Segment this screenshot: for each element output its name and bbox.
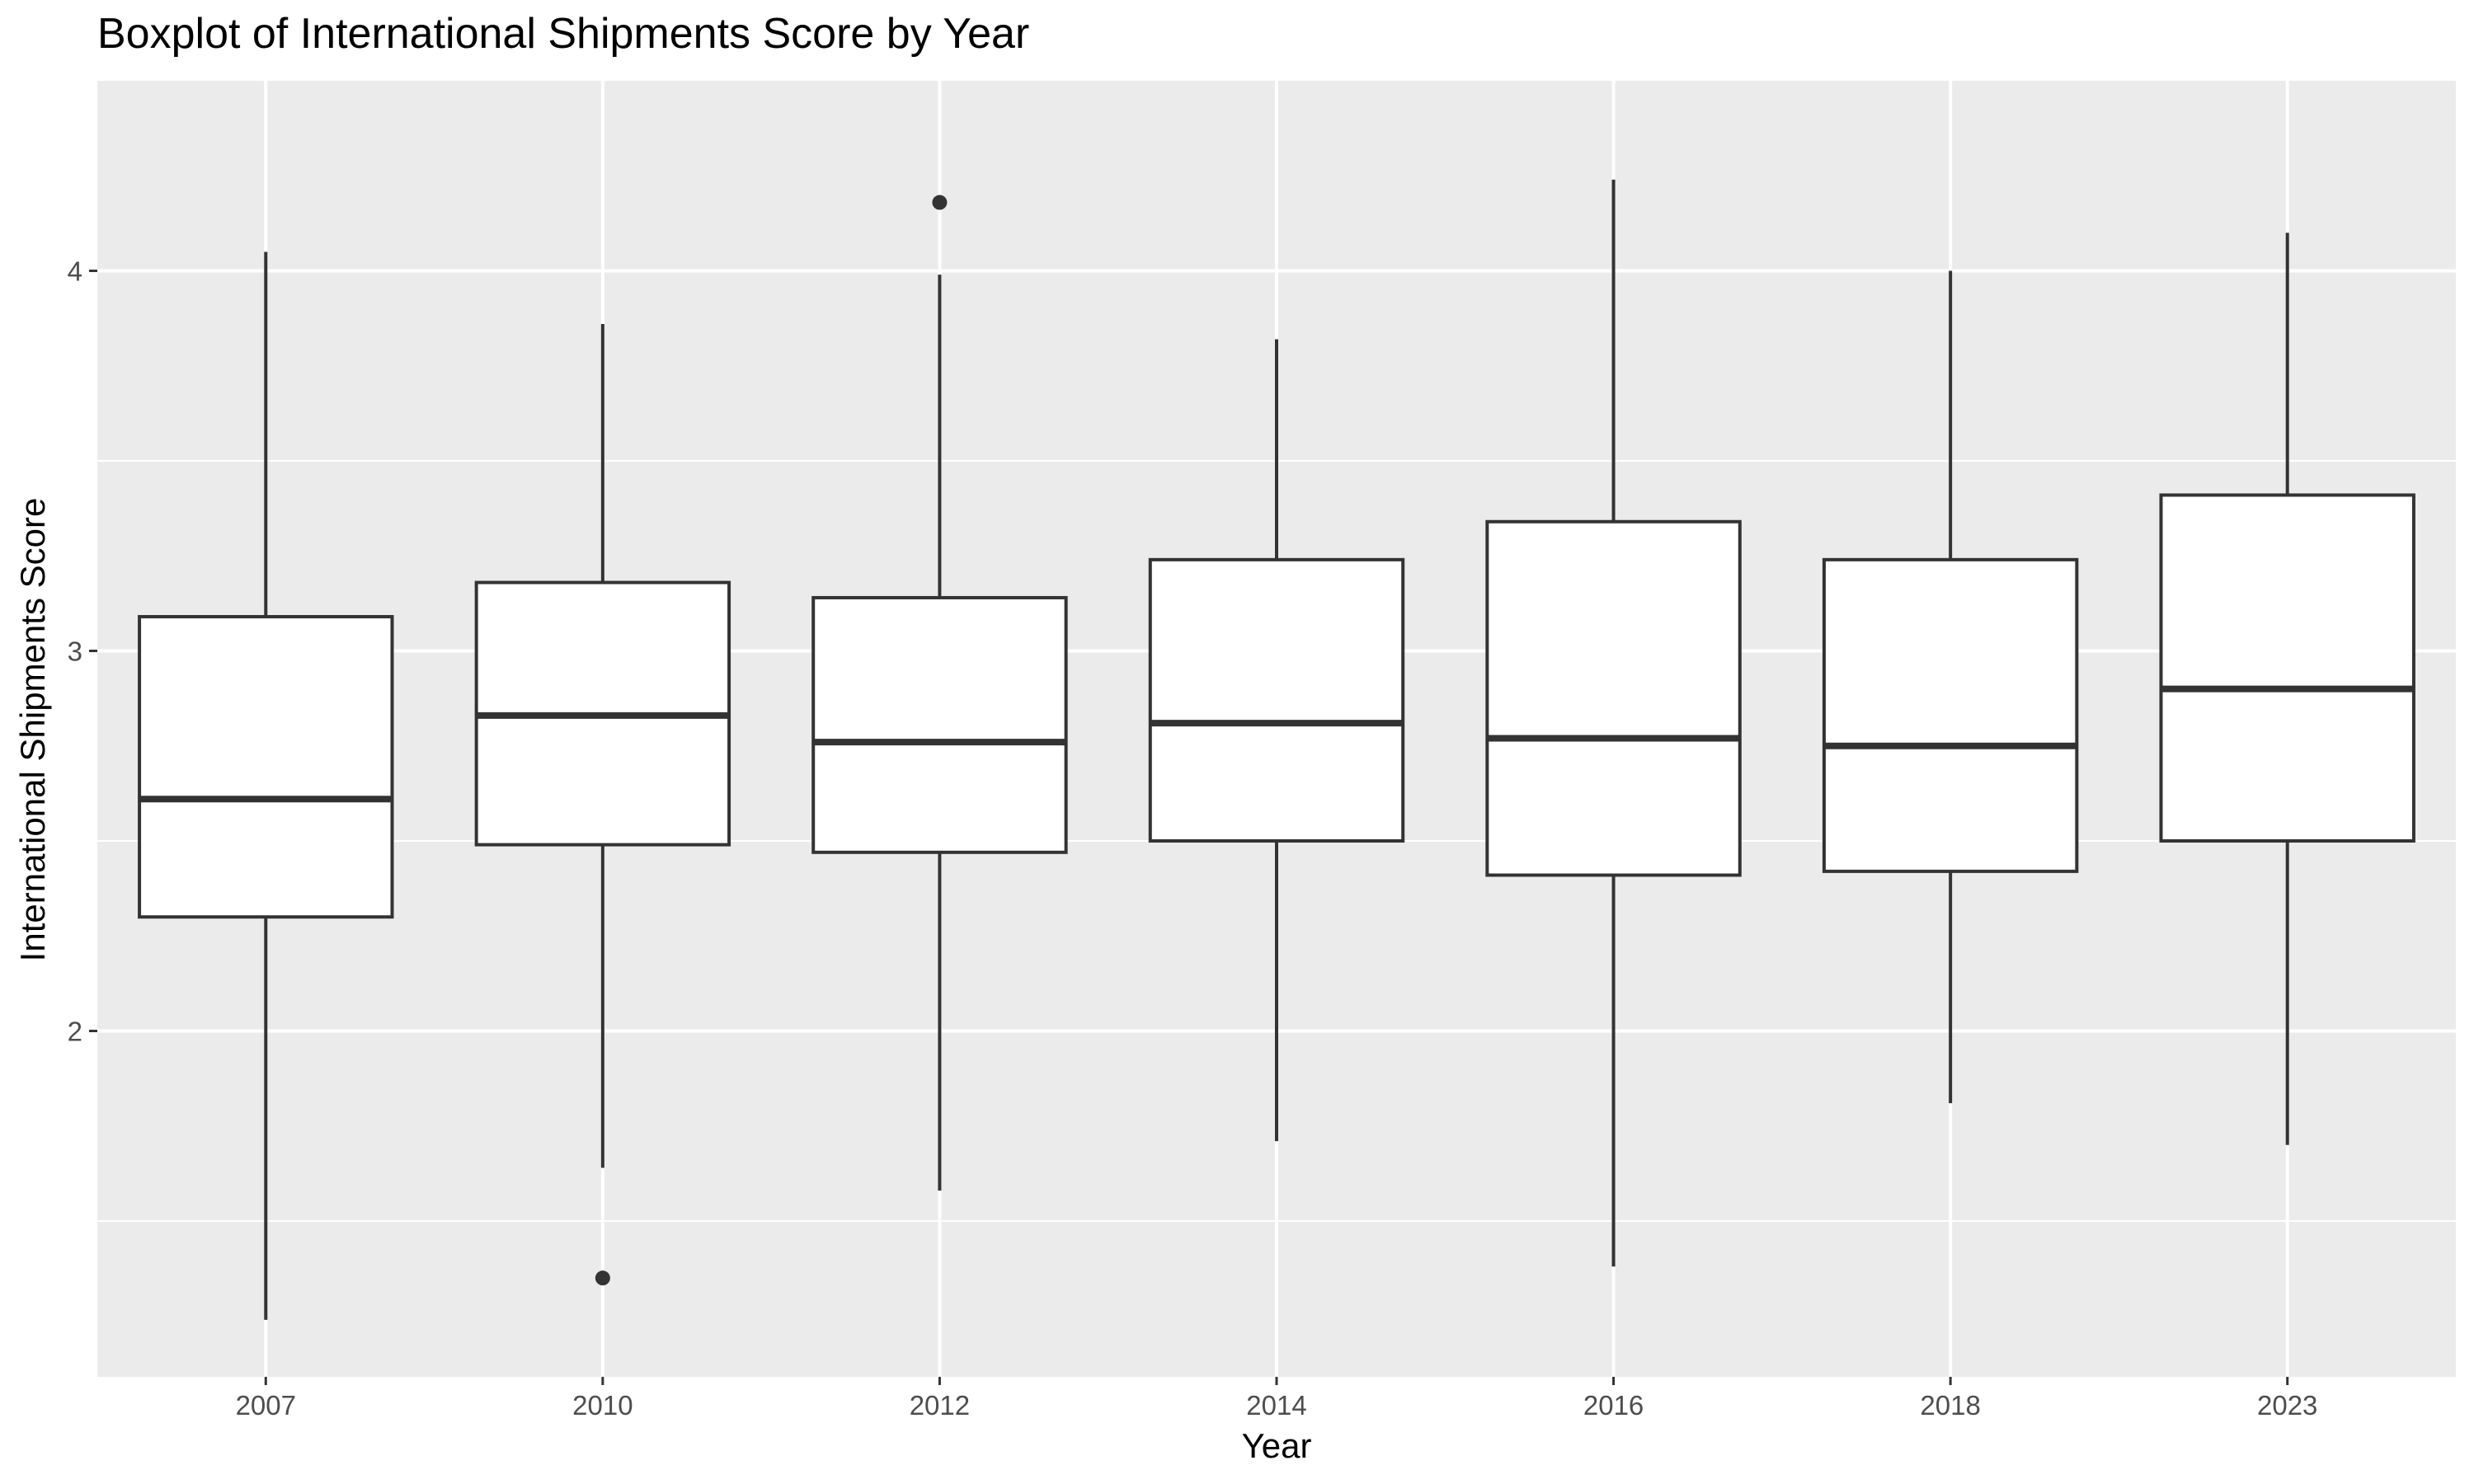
box-iqr (1485, 519, 1742, 877)
x-tick-label: 2023 (2257, 1390, 2317, 1421)
outlier-point (595, 1270, 610, 1286)
x-axis-title: Year (1242, 1426, 1312, 1465)
box-iqr (811, 595, 1068, 854)
box-group-2023 (2159, 232, 2415, 1145)
box-iqr (138, 615, 394, 919)
box-group-2016 (1485, 179, 1742, 1267)
axes: 2 3 4 2007 2010 2012 2014 2016 2018 2023 (68, 256, 2318, 1421)
chart-title: Boxplot of International Shipments Score… (97, 10, 1029, 58)
boxes (138, 179, 2415, 1320)
x-tick-label: 2010 (572, 1390, 633, 1421)
box-iqr (2159, 493, 2415, 843)
x-tick-label: 2016 (1583, 1390, 1644, 1421)
y-tick-label: 3 (68, 636, 82, 666)
box-iqr (1148, 557, 1405, 843)
y-tick-label: 2 (68, 1016, 82, 1046)
y-tick-label: 4 (68, 256, 82, 286)
outlier-point (932, 195, 948, 210)
x-tick-label: 2007 (236, 1390, 296, 1421)
x-tick-label: 2018 (1920, 1390, 1980, 1421)
y-axis-title: International Shipments Score (13, 498, 52, 962)
box-group-2010 (474, 324, 731, 1286)
x-tick-label: 2014 (1246, 1390, 1306, 1421)
box-iqr (1822, 557, 2079, 873)
x-tick-label: 2012 (910, 1390, 970, 1421)
box-group-2007 (138, 251, 394, 1320)
box-group-2018 (1822, 270, 2079, 1104)
box-group-2012 (811, 195, 1068, 1191)
box-group-2014 (1148, 339, 1405, 1142)
